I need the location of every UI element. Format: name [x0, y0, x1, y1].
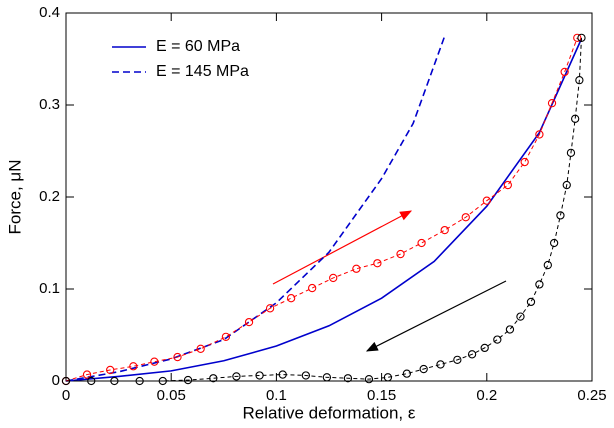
data-point	[244, 317, 254, 327]
x-tick-label: 0	[62, 387, 70, 404]
data-point	[562, 180, 571, 190]
data-point	[547, 99, 557, 108]
data-point	[573, 33, 582, 42]
series-line	[66, 37, 582, 382]
data-point	[549, 238, 559, 248]
data-point	[526, 297, 536, 307]
data-point	[556, 211, 565, 220]
data-point	[571, 114, 580, 123]
data-point	[520, 157, 529, 167]
data-point	[150, 357, 159, 366]
data-point	[461, 213, 470, 222]
data-point	[482, 196, 491, 205]
data-point	[480, 343, 489, 353]
loading-arrow	[272, 210, 413, 285]
x-tick-label: 0.25	[577, 387, 606, 404]
data-point	[232, 372, 241, 381]
data-point	[183, 375, 193, 385]
data-point	[135, 376, 144, 386]
data-point	[158, 376, 167, 386]
x-tick-label: 0.15	[367, 387, 396, 404]
data-point	[543, 260, 552, 270]
x-tick-label: 0.2	[476, 387, 497, 404]
data-point	[301, 371, 311, 380]
legend-text: E = 145 MPa	[156, 63, 249, 80]
series-line	[65, 37, 578, 382]
data-point	[373, 259, 382, 268]
data-point	[417, 238, 426, 248]
data-point	[467, 350, 477, 359]
data-point	[61, 376, 71, 386]
data-point	[535, 280, 544, 289]
data-point	[577, 33, 586, 42]
data-point	[560, 67, 569, 77]
data-point	[255, 371, 264, 380]
data-point	[352, 264, 361, 273]
y-tick-label: 0.2	[39, 188, 60, 205]
data-point	[396, 249, 405, 259]
series-line	[65, 38, 583, 382]
data-point	[535, 130, 544, 139]
y-tick-label: 0.4	[39, 4, 60, 21]
data-point	[329, 273, 338, 283]
data-point	[106, 365, 115, 375]
unloading-arrow	[365, 280, 507, 352]
data-point	[196, 344, 205, 353]
data-point	[516, 312, 525, 321]
data-point	[343, 374, 353, 383]
data-point	[503, 180, 512, 190]
data-point	[419, 364, 428, 374]
y-tick-label: 0	[52, 372, 60, 389]
data-point	[82, 370, 92, 379]
data-point	[221, 332, 231, 341]
y-tick-label: 0.1	[39, 280, 60, 297]
data-point	[402, 369, 411, 378]
x-tick-label: 0.05	[157, 387, 186, 404]
data-point	[440, 225, 449, 235]
y-tick-label: 0.3	[39, 96, 60, 113]
data-point	[383, 373, 393, 382]
data-point	[278, 370, 287, 379]
data-point	[322, 373, 332, 382]
data-point	[110, 376, 119, 386]
data-point	[505, 325, 515, 334]
data-point	[129, 362, 138, 371]
x-tick-label: 0.1	[266, 387, 287, 404]
data-point	[87, 376, 96, 386]
data-point	[209, 374, 218, 383]
data-point	[364, 375, 374, 384]
x-axis-title: Relative deformation, ε	[243, 403, 416, 422]
data-point	[436, 360, 445, 369]
legend-text: E = 60 MPa	[156, 38, 240, 55]
data-point	[493, 335, 502, 344]
data-point	[566, 148, 576, 157]
data-point	[173, 352, 182, 362]
series-line	[65, 35, 446, 382]
data-point	[453, 355, 462, 364]
y-axis-title: Force, μN	[5, 160, 24, 235]
data-point	[308, 283, 317, 293]
data-point	[265, 304, 275, 313]
data-point	[286, 294, 296, 303]
data-point	[575, 76, 584, 85]
